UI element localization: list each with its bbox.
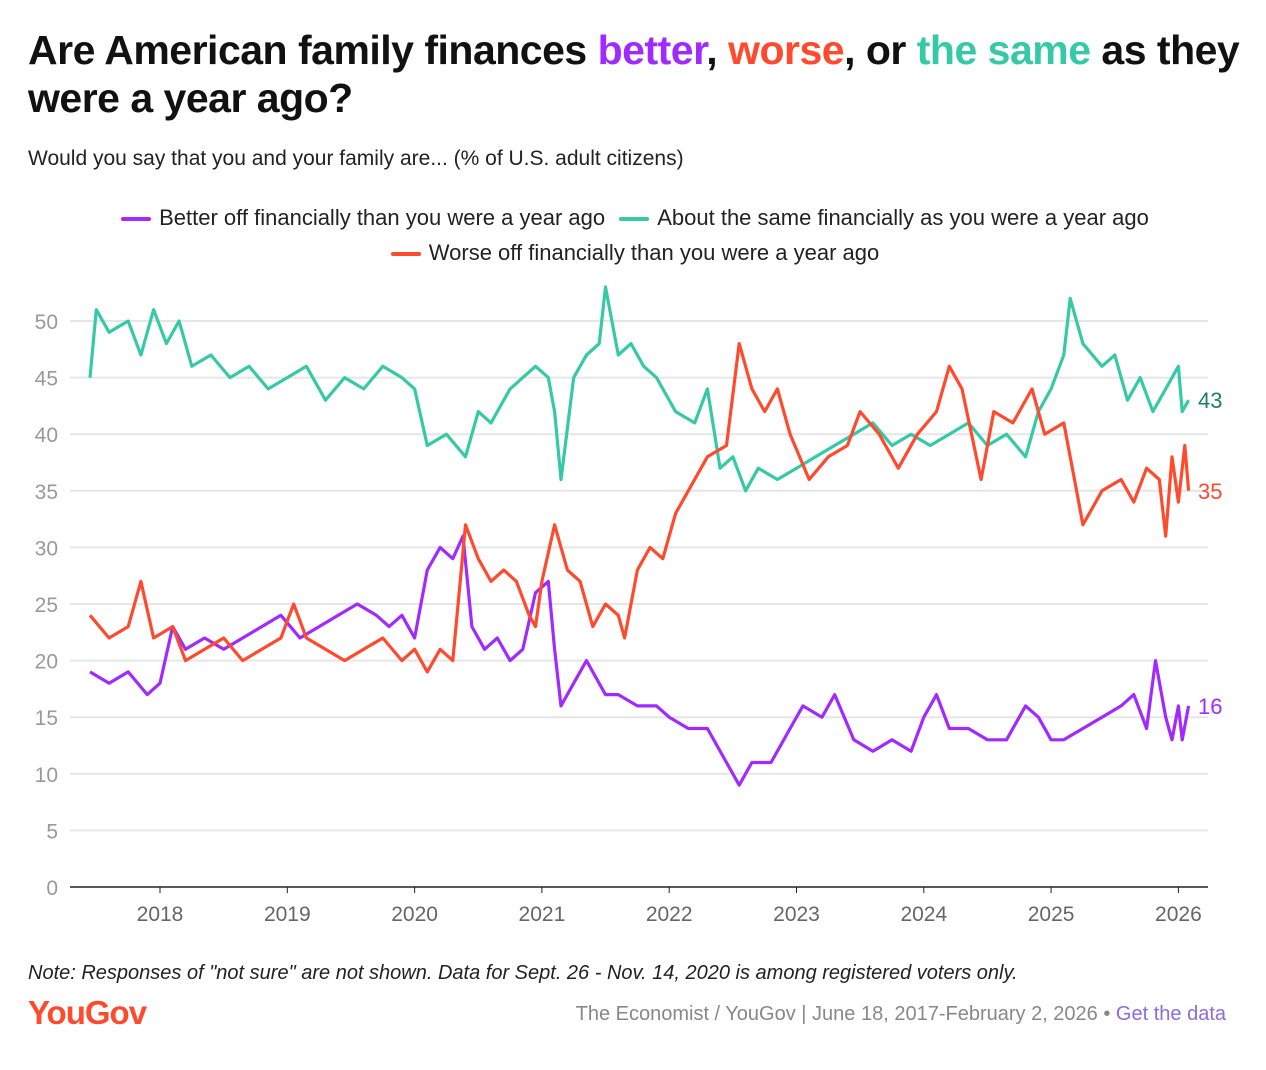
- title-worse: worse: [728, 27, 845, 73]
- title-better: better: [597, 27, 707, 73]
- legend-item-better: Better off financially than you were a y…: [121, 200, 605, 235]
- x-tick-label: 2023: [773, 903, 820, 926]
- y-tick-label: 40: [35, 424, 58, 447]
- y-tick-label: 25: [35, 594, 58, 617]
- legend: Better off financially than you were a y…: [40, 200, 1230, 270]
- y-tick-label: 50: [35, 311, 58, 334]
- yougov-logo: YouGov: [28, 994, 147, 1031]
- legend-swatch: [619, 217, 650, 222]
- chart-title: Are American family finances better, wor…: [28, 27, 1240, 121]
- legend-swatch: [121, 217, 152, 222]
- series-line-worse: [88, 342, 1191, 674]
- source-line: The Economist / YouGov | June 18, 2017-F…: [575, 1003, 1226, 1025]
- x-tick-label: 2024: [900, 903, 947, 926]
- title-same: the same: [916, 27, 1091, 73]
- x-tick-label: 2021: [519, 903, 566, 926]
- legend-item-worse: Worse off financially than you were a ye…: [390, 235, 879, 270]
- y-tick-label: 15: [35, 707, 58, 730]
- y-tick-label: 10: [35, 764, 58, 787]
- legend-swatch: [390, 252, 421, 257]
- end-label-better: 16: [1198, 694, 1222, 719]
- x-tick-label: 2019: [264, 903, 311, 926]
- end-label-worse: 35: [1198, 479, 1222, 504]
- x-tick-label: 2022: [646, 903, 693, 926]
- x-tick-label: 2025: [1028, 903, 1075, 926]
- y-tick-label: 35: [35, 481, 58, 504]
- x-tick-label: 2020: [391, 903, 438, 926]
- x-tick-label: 2018: [137, 903, 184, 926]
- chart-subtitle: Would you say that you and your family a…: [28, 147, 684, 170]
- end-label-same: 43: [1198, 388, 1222, 413]
- y-tick-label: 20: [35, 651, 58, 674]
- y-tick-label: 30: [35, 537, 58, 560]
- footnote: Note: Responses of "not sure" are not sh…: [28, 962, 1018, 984]
- y-tick-label: 0: [46, 877, 58, 900]
- y-tick-label: 45: [35, 368, 58, 391]
- x-tick-label: 2026: [1155, 903, 1202, 926]
- get-the-data-link[interactable]: Get the data: [1115, 1003, 1226, 1025]
- y-tick-label: 5: [46, 820, 58, 843]
- series-line-same: [88, 285, 1190, 493]
- legend-item-same: About the same financially as you were a…: [619, 200, 1149, 235]
